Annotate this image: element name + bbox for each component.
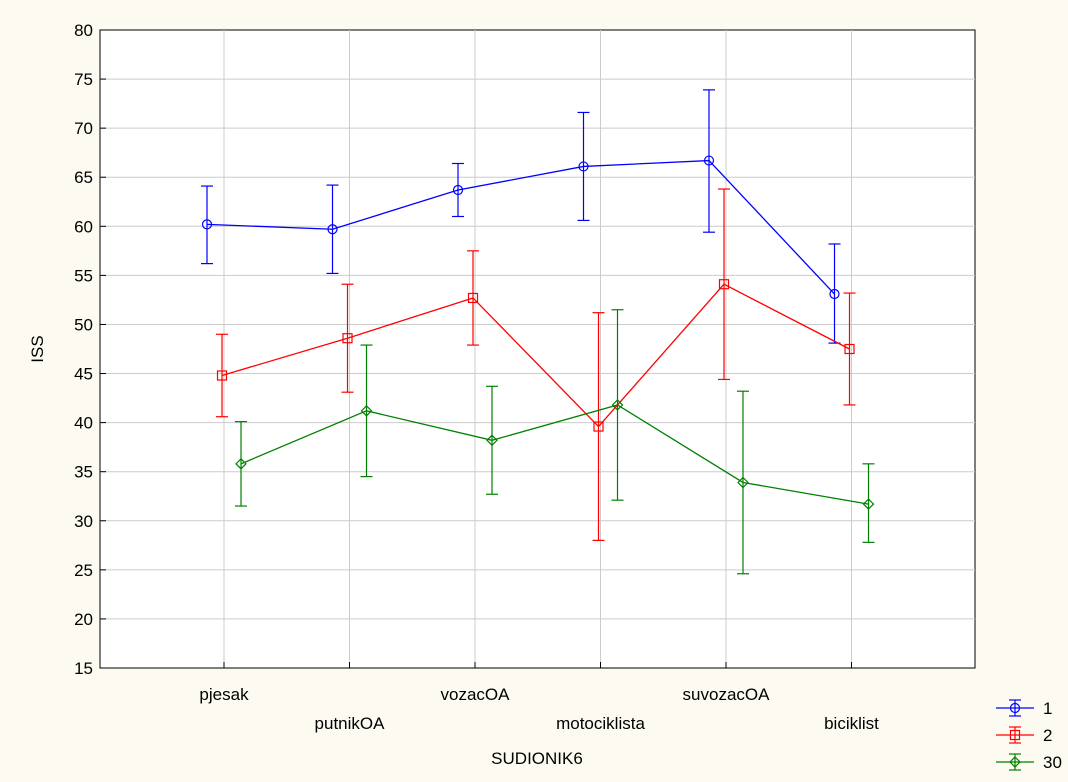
y-tick-label: 70 xyxy=(74,119,93,138)
y-tick-label: 25 xyxy=(74,561,93,580)
point-marker xyxy=(327,224,338,235)
x-tick-label: suvozacOA xyxy=(683,685,771,704)
y-tick-label: 50 xyxy=(74,315,93,334)
x-tick-label: pjesak xyxy=(199,685,249,704)
series-group xyxy=(201,89,875,575)
legend-label: 1 xyxy=(1043,699,1052,718)
y-tick-label: 30 xyxy=(74,512,93,531)
point-marker xyxy=(862,498,875,510)
point-marker xyxy=(235,457,247,470)
point-marker xyxy=(703,155,715,166)
legend-label: 2 xyxy=(1043,726,1052,745)
y-tick-label: 80 xyxy=(74,21,93,40)
y-axis: 15 20 25 30 35 40 45 50 55 60 65 70 75 80 xyxy=(74,21,106,678)
point-marker xyxy=(829,288,840,300)
legend-label: 30 xyxy=(1043,753,1062,772)
y-tick-label: 15 xyxy=(74,659,93,678)
point-marker xyxy=(611,399,624,411)
x-tick-label: biciklist xyxy=(824,714,879,733)
legend-item-30: 30 xyxy=(996,753,1062,772)
y-tick-label: 45 xyxy=(74,365,93,384)
series-line xyxy=(206,159,835,295)
point-marker xyxy=(216,370,228,381)
point-marker xyxy=(360,404,373,417)
point-marker xyxy=(201,219,213,230)
x-axis-title: SUDIONIK6 xyxy=(491,749,583,768)
point-marker xyxy=(1009,756,1021,768)
series-2 xyxy=(216,188,856,542)
series-30 xyxy=(235,309,875,575)
plot-area xyxy=(99,29,976,669)
point-marker xyxy=(844,343,855,355)
y-tick-label: 75 xyxy=(74,70,93,89)
point-marker xyxy=(342,333,353,344)
y-tick-label: 40 xyxy=(74,414,93,433)
y-tick-label: 35 xyxy=(74,463,93,482)
legend-item-2: 2 xyxy=(996,726,1052,745)
y-tick-label: 60 xyxy=(74,217,93,236)
y-tick-label: 20 xyxy=(74,610,93,629)
series-line xyxy=(221,283,850,428)
y-tick-label: 55 xyxy=(74,266,93,285)
point-marker xyxy=(593,421,604,432)
x-axis: pjesak putnikOA vozacOA motociklista suvozac… xyxy=(199,662,879,733)
point-marker xyxy=(467,292,479,304)
grid xyxy=(100,30,975,668)
x-tick-label: vozacOA xyxy=(441,685,511,704)
point-marker xyxy=(578,161,589,172)
x-tick-label: putnikOA xyxy=(315,714,386,733)
legend-item-1: 1 xyxy=(996,699,1052,718)
y-tick-label: 65 xyxy=(74,168,93,187)
point-marker xyxy=(452,184,464,196)
point-marker xyxy=(718,279,730,290)
point-marker xyxy=(1009,729,1021,741)
point-marker xyxy=(737,476,749,489)
point-marker xyxy=(486,434,498,447)
point-marker xyxy=(1009,702,1021,714)
y-axis-title: ISS xyxy=(28,335,47,362)
x-tick-label: motociklista xyxy=(556,714,645,733)
series-line xyxy=(240,404,869,505)
legend: 1 2 30 xyxy=(996,699,1062,772)
series-1 xyxy=(201,89,841,344)
